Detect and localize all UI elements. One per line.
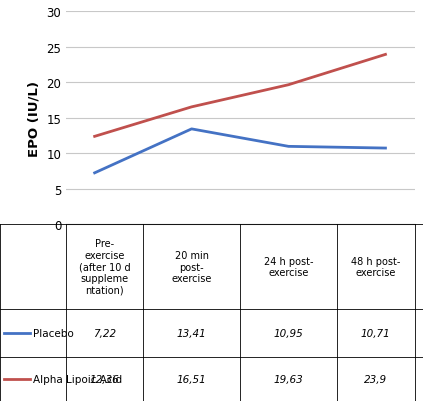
Text: 19,63: 19,63: [274, 374, 303, 384]
Text: 24 h post-
exercise: 24 h post- exercise: [264, 256, 313, 277]
Text: 16,51: 16,51: [177, 374, 206, 384]
Text: Placebo: Placebo: [33, 328, 74, 338]
Text: 10,95: 10,95: [274, 328, 303, 338]
Text: 12,36: 12,36: [90, 374, 119, 384]
Text: 10,71: 10,71: [361, 328, 390, 338]
Text: 13,41: 13,41: [177, 328, 206, 338]
Text: 7,22: 7,22: [93, 328, 116, 338]
Y-axis label: EPO (IU/L): EPO (IU/L): [28, 80, 41, 156]
Text: 20 min
post-
exercise: 20 min post- exercise: [171, 250, 212, 284]
Text: 23,9: 23,9: [364, 374, 387, 384]
Text: 48 h post-
exercise: 48 h post- exercise: [351, 256, 401, 277]
Text: Alpha Lipoic Acid: Alpha Lipoic Acid: [33, 374, 122, 384]
Text: Pre-
exercise
(after 10 d
suppleme
ntation): Pre- exercise (after 10 d suppleme ntati…: [79, 239, 130, 295]
